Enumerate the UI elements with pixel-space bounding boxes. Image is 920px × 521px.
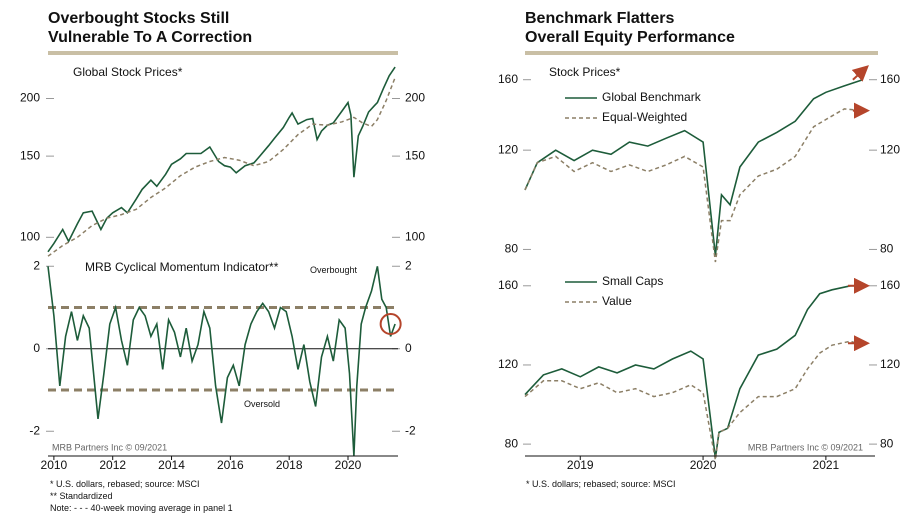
x-tick-label: 2014	[158, 458, 185, 472]
panel-title: Stock Prices*	[549, 65, 621, 79]
source-credit: MRB Partners Inc © 09/2021	[52, 442, 167, 452]
left-title: Overbought Stocks Still Vulnerable To A …	[48, 9, 252, 47]
y-tick-label-right: 0	[405, 341, 412, 355]
right-title: Benchmark Flatters Overall Equity Perfor…	[525, 9, 735, 47]
note-2: ** Standardized	[50, 491, 113, 501]
x-tick-label: 2019	[567, 458, 594, 472]
left-notes: * U.S. dollars, rebased; source: MSCI **…	[50, 478, 233, 514]
x-tick-label: 2020	[690, 458, 717, 472]
left-title-rule	[48, 51, 398, 55]
series-line-price	[47, 66, 396, 253]
y-tick-label-left: 160	[498, 278, 518, 292]
y-tick-label-left: 120	[498, 142, 518, 156]
oversold-label: Oversold	[244, 399, 280, 409]
series-line-equal	[524, 108, 863, 263]
overbought-label: Overbought	[310, 265, 358, 275]
x-tick-label: 2012	[99, 458, 126, 472]
y-tick-label-left: 100	[20, 229, 40, 243]
right-title-rule	[525, 51, 878, 55]
legend-label-equal: Equal-Weighted	[602, 110, 687, 124]
y-tick-label-right: 200	[405, 91, 425, 105]
legend-label-global: Global Benchmark	[602, 90, 702, 104]
y-tick-label-right: 120	[880, 357, 900, 371]
y-tick-label-left: -2	[29, 423, 40, 437]
left-title-line1: Overbought Stocks Still	[48, 10, 230, 27]
y-tick-label-left: 150	[20, 148, 40, 162]
y-tick-label-right: 2	[405, 258, 412, 272]
series-line-global	[524, 78, 863, 256]
left-title-line2: Vulnerable To A Correction	[48, 29, 253, 46]
note-3: Note: - - - 40-week moving average in pa…	[50, 503, 233, 513]
y-tick-label-right: 160	[880, 278, 900, 292]
y-tick-label-right: 150	[405, 148, 425, 162]
right-title-line2: Overall Equity Performance	[525, 29, 735, 46]
highlight-circle	[379, 313, 402, 335]
x-tick-label: 2021	[813, 458, 840, 472]
x-tick-label: 2020	[335, 458, 362, 472]
series-line-value	[524, 340, 863, 461]
x-tick-label: 2016	[217, 458, 244, 472]
y-tick-label-right: -2	[405, 423, 416, 437]
panel-title: Global Stock Prices*	[73, 65, 183, 79]
y-tick-label-left: 2	[33, 258, 40, 272]
y-tick-label-right: 120	[880, 142, 900, 156]
right-title-line1: Benchmark Flatters	[525, 10, 675, 27]
y-tick-label-right: 100	[405, 229, 425, 243]
x-tick-label: 2010	[41, 458, 68, 472]
y-tick-label-right: 80	[880, 242, 894, 256]
source-credit: MRB Partners Inc © 09/2021	[748, 442, 863, 452]
y-tick-label-left: 160	[498, 72, 518, 86]
y-tick-label-left: 80	[505, 242, 519, 256]
y-tick-label-right: 80	[880, 436, 894, 450]
series-line-momentum	[47, 266, 396, 457]
y-tick-label-right: 160	[880, 72, 900, 86]
y-tick-label-left: 200	[20, 91, 40, 105]
legend-label-small: Small Caps	[602, 274, 663, 288]
note-r1: * U.S. dollars; rebased; source: MSCI	[526, 479, 676, 489]
x-tick-label: 2018	[276, 458, 303, 472]
legend-label-value: Value	[602, 294, 632, 308]
right-notes: * U.S. dollars; rebased; source: MSCI	[526, 478, 676, 490]
series-line-ma40	[47, 77, 396, 257]
note-1: * U.S. dollars, rebased; source: MSCI	[50, 479, 200, 489]
series-line-small	[524, 285, 863, 459]
y-tick-label-left: 0	[33, 341, 40, 355]
arrow-global	[851, 65, 869, 82]
y-tick-label-left: 80	[505, 436, 519, 450]
panel-title: MRB Cyclical Momentum Indicator**	[85, 260, 279, 274]
y-tick-label-left: 120	[498, 357, 518, 371]
